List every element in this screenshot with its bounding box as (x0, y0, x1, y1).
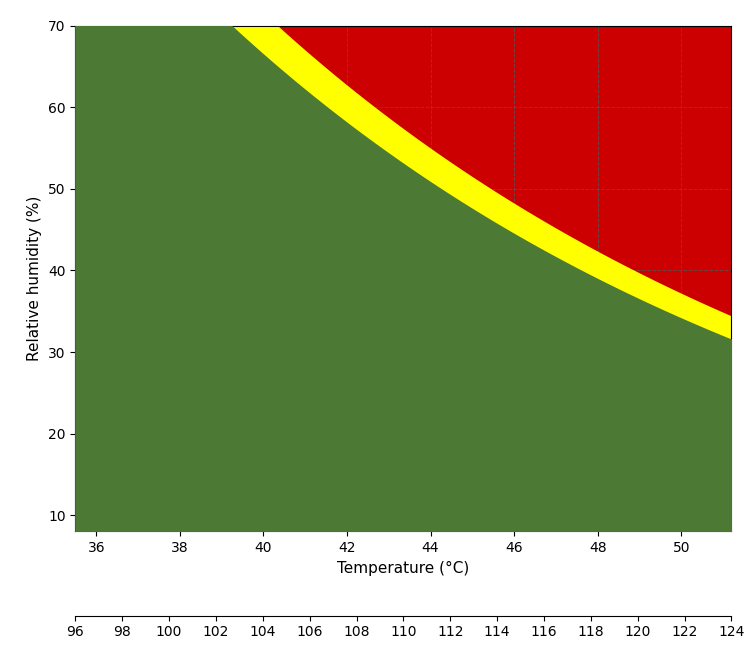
X-axis label: Temperature (°C): Temperature (°C) (337, 561, 470, 575)
Y-axis label: Relative humidity (%): Relative humidity (%) (27, 196, 42, 362)
